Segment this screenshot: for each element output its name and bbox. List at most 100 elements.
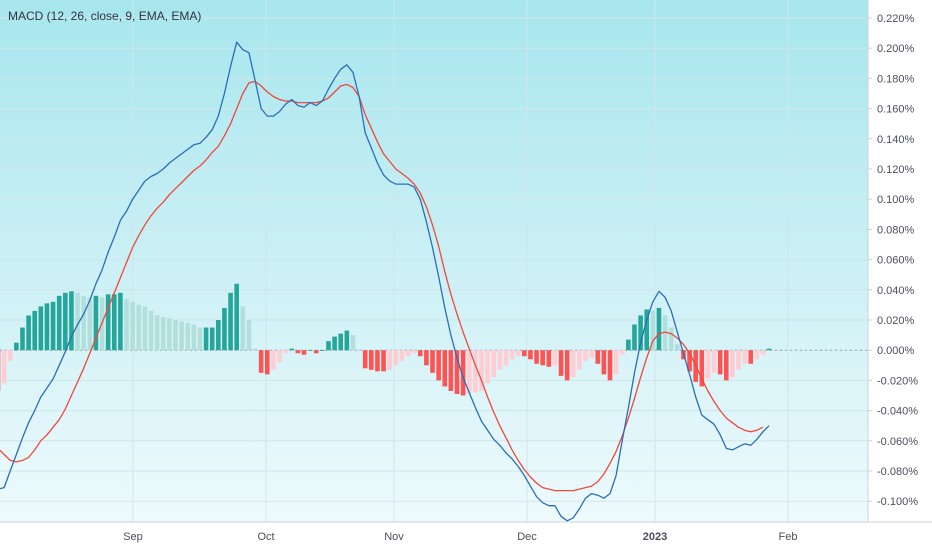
- y-tick-label: -0.080%: [877, 466, 918, 478]
- histogram-bar: [7, 350, 13, 361]
- histogram-bar: [191, 324, 197, 351]
- histogram-bar: [601, 350, 607, 375]
- y-axis: 0.220% 0.200% 0.180% 0.160% 0.140% 0.120% 0.10…: [868, 13, 918, 508]
- y-tick-label: 0.020%: [877, 315, 915, 327]
- histogram-bar: [448, 350, 454, 391]
- y-tick-label: 0.180%: [877, 73, 915, 85]
- histogram-bar: [307, 350, 313, 351]
- histogram-bar: [534, 350, 539, 364]
- histogram-bar: [509, 350, 515, 360]
- histogram-bar: [179, 321, 184, 351]
- histogram-bar: [26, 315, 31, 351]
- series-lines: [0, 41, 770, 522]
- y-tick-label: -0.020%: [877, 375, 918, 387]
- histogram-bar: [491, 350, 497, 378]
- histogram-bar: [105, 294, 111, 351]
- histogram-bar: [148, 310, 154, 351]
- histogram-bar: [454, 350, 460, 394]
- histogram-bar: [473, 350, 478, 393]
- histogram-bar: [503, 350, 509, 366]
- histogram-bar: [136, 304, 142, 351]
- histogram-bar: [699, 350, 705, 387]
- y-tick-label: 0.120%: [877, 164, 915, 176]
- histogram-bar: [705, 350, 711, 379]
- histogram-bar: [577, 350, 582, 370]
- histogram-bar: [32, 310, 38, 351]
- histogram-bar: [14, 342, 19, 351]
- histogram-bar: [399, 350, 405, 361]
- histogram-bar: [485, 350, 490, 384]
- histogram-bar: [167, 318, 172, 351]
- histogram-bar: [381, 350, 386, 372]
- histogram-bar: [442, 350, 448, 387]
- histogram-bar: [277, 350, 282, 363]
- y-tick-label: 0.080%: [877, 224, 915, 236]
- histogram-bar: [203, 327, 209, 351]
- histogram-bar: [301, 350, 307, 355]
- histogram-bar: [687, 350, 692, 372]
- histogram-bar: [626, 339, 631, 351]
- histogram-bar: [118, 292, 123, 351]
- histogram-bar: [160, 316, 166, 351]
- histogram-bar: [252, 348, 258, 351]
- histogram-bar: [289, 348, 295, 351]
- histogram-bar: [332, 336, 337, 351]
- histogram-bar: [240, 306, 246, 351]
- histogram-bar: [344, 330, 350, 351]
- price-axis-panel[interactable]: [868, 0, 932, 550]
- histogram-bar: [222, 307, 227, 351]
- histogram-bar: [130, 301, 135, 351]
- x-tick-label: Dec: [517, 531, 537, 543]
- histogram-bar: [742, 350, 747, 364]
- histogram-bar: [613, 350, 619, 375]
- histogram-bar: [264, 350, 270, 375]
- histogram-bar: [497, 350, 503, 370]
- histogram-bar: [436, 350, 441, 381]
- indicator-title[interactable]: MACD (12, 26, close, 9, EMA, EMA): [8, 9, 201, 23]
- y-tick-label: -0.040%: [877, 406, 918, 418]
- x-tick-label: Nov: [384, 531, 404, 543]
- histogram-bar: [271, 350, 276, 370]
- histogram-bar: [717, 350, 723, 375]
- histogram-bar: [375, 350, 380, 372]
- histogram-bar: [662, 315, 668, 351]
- y-tick-label: -0.060%: [877, 436, 918, 448]
- histogram-bar: [234, 283, 239, 351]
- histogram-bar: [369, 350, 374, 370]
- histogram-bar: [393, 350, 399, 366]
- histogram-bar: [748, 350, 754, 364]
- y-tick-label: 0.060%: [877, 255, 915, 267]
- histogram-bar: [589, 350, 594, 358]
- histogram-bar: [638, 315, 643, 351]
- histogram-bar: [479, 350, 484, 391]
- histogram-bar: [656, 307, 662, 351]
- histogram-bar: [320, 350, 325, 351]
- histogram-bar: [760, 350, 766, 355]
- histogram-bar: [44, 303, 50, 351]
- histogram-bar: [405, 350, 411, 357]
- histogram-bar: [766, 348, 772, 351]
- histogram-bar: [632, 324, 637, 351]
- histogram-bar: [50, 301, 56, 351]
- histogram-bar: [607, 350, 613, 381]
- histogram-bar: [650, 310, 656, 351]
- histogram-bar: [350, 335, 356, 351]
- histogram-bar: [546, 350, 552, 367]
- histogram-bar: [173, 320, 178, 351]
- histogram-bar: [111, 294, 117, 351]
- histogram-bar: [209, 327, 215, 351]
- y-tick-label: 0.040%: [877, 285, 915, 297]
- histogram-bar: [216, 320, 221, 351]
- histogram-bar: [142, 306, 148, 351]
- histogram-bar: [540, 350, 545, 366]
- histogram-bar: [564, 350, 570, 381]
- y-tick-label: 0.160%: [877, 104, 915, 116]
- time-axis-panel[interactable]: [0, 522, 932, 550]
- y-tick-label: 0.200%: [877, 43, 915, 55]
- y-tick-label: 0.000%: [877, 345, 915, 357]
- histogram-bar: [424, 350, 429, 366]
- histogram-bar: [356, 350, 362, 351]
